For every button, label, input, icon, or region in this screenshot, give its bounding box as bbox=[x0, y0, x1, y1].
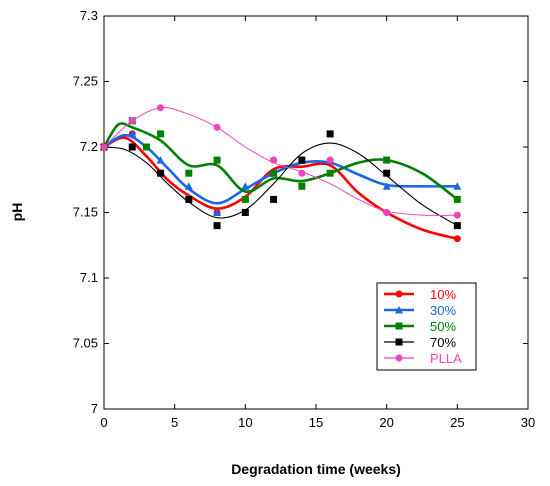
data-point bbox=[453, 235, 461, 243]
data-point bbox=[157, 130, 165, 138]
series-70pct bbox=[100, 130, 461, 230]
x-tick-label: 20 bbox=[379, 415, 393, 430]
data-point bbox=[383, 169, 391, 177]
legend: 10%30%50%70%PLLA bbox=[376, 282, 477, 371]
data-point bbox=[157, 169, 165, 177]
data-point bbox=[453, 222, 461, 230]
data-point bbox=[184, 182, 193, 190]
legend-label: 30% bbox=[430, 303, 456, 318]
legend-marker bbox=[395, 338, 403, 346]
data-point bbox=[326, 156, 334, 164]
series-50pct bbox=[100, 117, 461, 203]
data-point bbox=[298, 156, 306, 164]
data-point bbox=[270, 195, 278, 203]
data-point bbox=[382, 182, 391, 190]
legend-label: 50% bbox=[430, 319, 456, 334]
data-point bbox=[142, 143, 150, 151]
data-point bbox=[156, 156, 165, 164]
x-tick-label: 10 bbox=[238, 415, 252, 430]
legend-label: PLLA bbox=[430, 351, 462, 366]
series-30pct bbox=[100, 129, 462, 216]
y-tick-label: 7.3 bbox=[80, 8, 98, 23]
data-point bbox=[270, 169, 278, 177]
legend-marker bbox=[395, 306, 403, 314]
data-point bbox=[100, 143, 108, 151]
y-tick-label: 7.2 bbox=[80, 139, 98, 154]
legend-label: 10% bbox=[430, 287, 456, 302]
data-point bbox=[298, 169, 306, 177]
data-point bbox=[128, 117, 136, 125]
data-point bbox=[298, 182, 306, 190]
x-axis-title: Degradation time (weeks) bbox=[231, 461, 401, 477]
series-line bbox=[103, 107, 458, 216]
data-point bbox=[453, 211, 461, 219]
data-point bbox=[383, 156, 391, 164]
data-point bbox=[128, 143, 136, 151]
x-tick-label: 15 bbox=[309, 415, 323, 430]
data-point bbox=[185, 195, 193, 203]
series-plla bbox=[100, 104, 461, 219]
legend-marker bbox=[395, 354, 403, 362]
x-tick-label: 0 bbox=[100, 415, 107, 430]
y-tick-label: 7 bbox=[91, 401, 98, 416]
x-tick-label: 5 bbox=[171, 415, 178, 430]
y-tick-label: 7.05 bbox=[73, 336, 98, 351]
data-point bbox=[128, 129, 137, 138]
data-point bbox=[213, 208, 222, 216]
data-point bbox=[241, 209, 249, 216]
data-point bbox=[270, 156, 278, 164]
y-axis-title: pH bbox=[9, 203, 25, 222]
legend-marker bbox=[395, 290, 403, 298]
series-line bbox=[103, 136, 458, 240]
legend-label: 70% bbox=[430, 335, 456, 350]
x-tick-label: 30 bbox=[521, 415, 535, 430]
data-point bbox=[241, 182, 250, 190]
data-point bbox=[213, 156, 221, 164]
x-tick-label: 25 bbox=[450, 415, 464, 430]
data-point bbox=[213, 123, 221, 131]
data-point bbox=[185, 169, 193, 177]
y-tick-label: 7.15 bbox=[73, 205, 98, 220]
series-line bbox=[102, 122, 459, 201]
series-layer bbox=[100, 104, 462, 243]
y-tick-label: 7.1 bbox=[80, 270, 98, 285]
data-point bbox=[326, 169, 334, 177]
legend-marker bbox=[395, 322, 403, 330]
data-point bbox=[453, 195, 461, 203]
data-point bbox=[453, 182, 462, 190]
data-point bbox=[241, 195, 249, 203]
axis-ticks: 0 5 10 15 20 25 30 7 7.05 7.1 7.15 7.2 7.25 7.3 bbox=[73, 8, 536, 430]
data-point bbox=[213, 222, 221, 230]
y-tick-label: 7.25 bbox=[73, 74, 98, 89]
data-point bbox=[326, 130, 334, 138]
data-point bbox=[157, 104, 165, 112]
data-point bbox=[383, 209, 391, 216]
